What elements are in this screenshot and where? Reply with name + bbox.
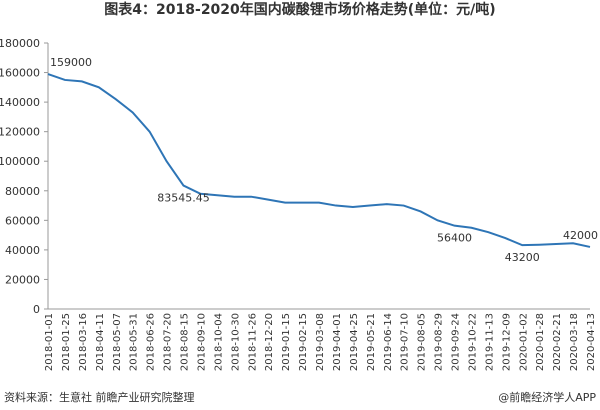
x-tick-label: 2019-04-25 (349, 313, 360, 371)
x-tick-label: 2020-03-18 (569, 313, 580, 371)
x-tick-label: 2020-02-21 (552, 313, 563, 371)
y-tick-label: 0 (33, 303, 40, 316)
x-tick-label: 2019-09-24 (451, 313, 462, 371)
x-tick-label: 2020-01-28 (535, 313, 546, 371)
x-tick-label: 2018-07-20 (163, 313, 174, 371)
x-tick-label: 2018-03-16 (78, 313, 89, 371)
x-tick-label: 2018-05-31 (129, 313, 140, 371)
value-label: 159000 (50, 56, 92, 69)
x-tick-label: 2018-10-30 (230, 313, 241, 371)
y-tick-label: 40000 (5, 244, 40, 257)
x-tick-label: 2018-08-15 (180, 313, 191, 371)
x-tick-label: 2019-02-15 (298, 313, 309, 371)
x-tick-label: 2019-07-10 (400, 313, 411, 371)
x-tick-label: 2018-01-01 (44, 313, 55, 371)
value-label: 83545.45 (157, 192, 210, 205)
x-tick-label: 2019-12-09 (501, 313, 512, 371)
y-tick-label: 80000 (5, 185, 40, 198)
value-label: 42000 (563, 229, 598, 242)
x-tick-label: 2019-03-08 (315, 313, 326, 371)
y-tick-label: 140000 (0, 96, 40, 109)
x-tick-label: 2019-01-15 (281, 313, 292, 371)
value-label: 43200 (505, 251, 540, 264)
x-tick-label: 2019-11-13 (484, 313, 495, 371)
credit: @前瞻经济学人APP (498, 390, 596, 404)
y-tick-label: 160000 (0, 67, 40, 80)
y-tick-label: 20000 (5, 273, 40, 286)
y-tick-label: 100000 (0, 155, 40, 168)
source: 资料来源：生意社 前瞻产业研究院整理 (4, 390, 195, 404)
x-tick-label: 2018-10-04 (213, 313, 224, 371)
chart-title: 图表4：2018-2020年国内碳酸锂市场价格走势(单位：元/吨) (104, 1, 495, 18)
x-tick-label: 2019-04-01 (332, 313, 343, 371)
y-tick-label: 60000 (5, 214, 40, 227)
x-tick-label: 2018-05-07 (112, 313, 123, 371)
x-tick-label: 2019-06-14 (383, 313, 394, 371)
x-tick-label: 2018-06-26 (146, 313, 157, 371)
x-tick-label: 2018-12-20 (264, 313, 275, 371)
x-tick-label: 2018-04-11 (95, 313, 106, 371)
x-tick-label: 2019-10-22 (467, 313, 478, 371)
x-tick-label: 2018-09-10 (196, 313, 207, 371)
price-line (47, 73, 591, 248)
x-tick-label: 2020-04-13 (586, 313, 597, 371)
x-tick-label: 2018-11-26 (247, 313, 258, 371)
x-tick-label: 2019-08-29 (434, 313, 445, 371)
x-tick-label: 2019-08-05 (417, 313, 428, 371)
y-tick-label: 120000 (0, 126, 40, 139)
value-label: 56400 (437, 232, 472, 245)
x-tick-label: 2018-01-25 (61, 313, 72, 371)
x-tick-label: 2020-01-02 (518, 313, 529, 371)
x-tick-label: 2019-05-21 (366, 313, 377, 371)
y-tick-label: 180000 (0, 37, 40, 50)
